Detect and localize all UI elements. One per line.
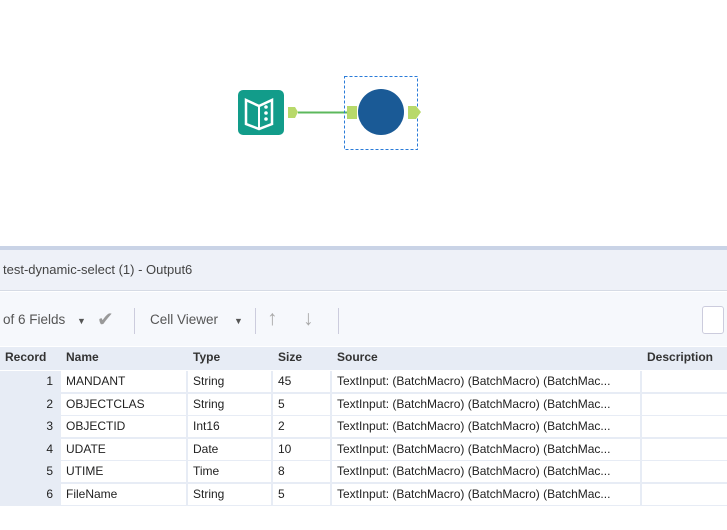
source-cell[interactable]: TextInput: (BatchMacro) (BatchMacro) (Ba…	[332, 371, 640, 392]
table-row[interactable]: 2 OBJECTCLAS String 5 TextInput: (BatchM…	[0, 393, 727, 416]
description-cell[interactable]	[642, 371, 727, 392]
checkmark-icon[interactable]: ✔	[97, 309, 114, 331]
size-cell[interactable]: 10	[273, 438, 330, 460]
selection-box	[344, 76, 418, 150]
type-cell[interactable]: String	[188, 393, 271, 415]
source-cell[interactable]: TextInput: (BatchMacro) (BatchMacro) (Ba…	[332, 393, 640, 415]
record-cell: 1	[0, 371, 59, 392]
type-cell[interactable]: Time	[188, 461, 271, 482]
output-anchor[interactable]	[288, 107, 298, 118]
header-description[interactable]: Description	[642, 347, 727, 368]
arrow-down-icon[interactable]: ↓	[303, 307, 314, 330]
macro-tool[interactable]	[358, 89, 404, 135]
cell-viewer-button[interactable]: Cell Viewer	[150, 312, 219, 327]
name-cell[interactable]: OBJECTCLAS	[61, 393, 186, 415]
description-cell[interactable]	[642, 416, 727, 437]
table-row[interactable]: 4 UDATE Date 10 TextInput: (BatchMacro) …	[0, 438, 727, 461]
chevron-down-icon[interactable]: ▼	[234, 316, 243, 326]
type-cell[interactable]: Int16	[188, 416, 271, 437]
record-cell: 6	[0, 483, 59, 505]
fields-selector[interactable]: of 6 Fields	[3, 312, 66, 327]
header-type[interactable]: Type	[188, 347, 271, 368]
description-cell[interactable]	[642, 438, 727, 460]
type-cell[interactable]: String	[188, 483, 271, 505]
source-cell[interactable]: TextInput: (BatchMacro) (BatchMacro) (Ba…	[332, 416, 640, 437]
text-input-tool[interactable]	[238, 90, 284, 135]
name-cell[interactable]: FileName	[61, 483, 186, 505]
name-cell[interactable]: OBJECTID	[61, 416, 186, 437]
header-source[interactable]: Source	[332, 347, 640, 368]
record-cell: 4	[0, 438, 59, 460]
source-cell[interactable]: TextInput: (BatchMacro) (BatchMacro) (Ba…	[332, 483, 640, 505]
record-cell: 5	[0, 461, 59, 482]
results-title-bar: test-dynamic-select (1) - Output6	[0, 250, 727, 291]
name-cell[interactable]: UTIME	[61, 461, 186, 482]
type-cell[interactable]: Date	[188, 438, 271, 460]
table-row[interactable]: 1 MANDANT String 45 TextInput: (BatchMac…	[0, 371, 727, 394]
header-name[interactable]: Name	[61, 347, 186, 368]
description-cell[interactable]	[642, 483, 727, 505]
name-cell[interactable]: UDATE	[61, 438, 186, 460]
size-cell[interactable]: 2	[273, 416, 330, 437]
divider	[255, 308, 256, 334]
name-cell[interactable]: MANDANT	[61, 371, 186, 392]
results-toolbar: of 6 Fields ▼ ✔ Cell Viewer ▼ ↑ ↓	[0, 292, 727, 346]
divider	[134, 308, 135, 334]
header-size[interactable]: Size	[273, 347, 330, 368]
source-cell[interactable]: TextInput: (BatchMacro) (BatchMacro) (Ba…	[332, 461, 640, 482]
input-anchor[interactable]	[347, 106, 357, 119]
type-cell[interactable]: String	[188, 371, 271, 392]
divider	[338, 308, 339, 334]
size-cell[interactable]: 8	[273, 461, 330, 482]
search-box[interactable]	[702, 306, 724, 334]
chevron-down-icon[interactable]: ▼	[77, 316, 86, 326]
size-cell[interactable]: 5	[273, 393, 330, 415]
source-cell[interactable]: TextInput: (BatchMacro) (BatchMacro) (Ba…	[332, 438, 640, 460]
description-cell[interactable]	[642, 393, 727, 415]
record-cell: 3	[0, 416, 59, 437]
header-record[interactable]: Record	[0, 347, 59, 368]
workflow-canvas[interactable]	[0, 0, 727, 246]
description-cell[interactable]	[642, 461, 727, 482]
macro-output-anchor[interactable]	[408, 106, 421, 119]
results-title: test-dynamic-select (1) - Output6	[3, 262, 193, 277]
table-row[interactable]: 3 OBJECTID Int16 2 TextInput: (BatchMacr…	[0, 416, 727, 439]
size-cell[interactable]: 45	[273, 371, 330, 392]
arrow-up-icon[interactable]: ↑	[267, 307, 278, 330]
panel-divider[interactable]	[0, 246, 727, 250]
table-header: Record Name Type Size Source Description	[0, 347, 727, 370]
table-row[interactable]: 6 FileName String 5 TextInput: (BatchMac…	[0, 483, 727, 506]
record-cell: 2	[0, 393, 59, 415]
size-cell[interactable]: 5	[273, 483, 330, 505]
table-row[interactable]: 5 UTIME Time 8 TextInput: (BatchMacro) (…	[0, 461, 727, 484]
